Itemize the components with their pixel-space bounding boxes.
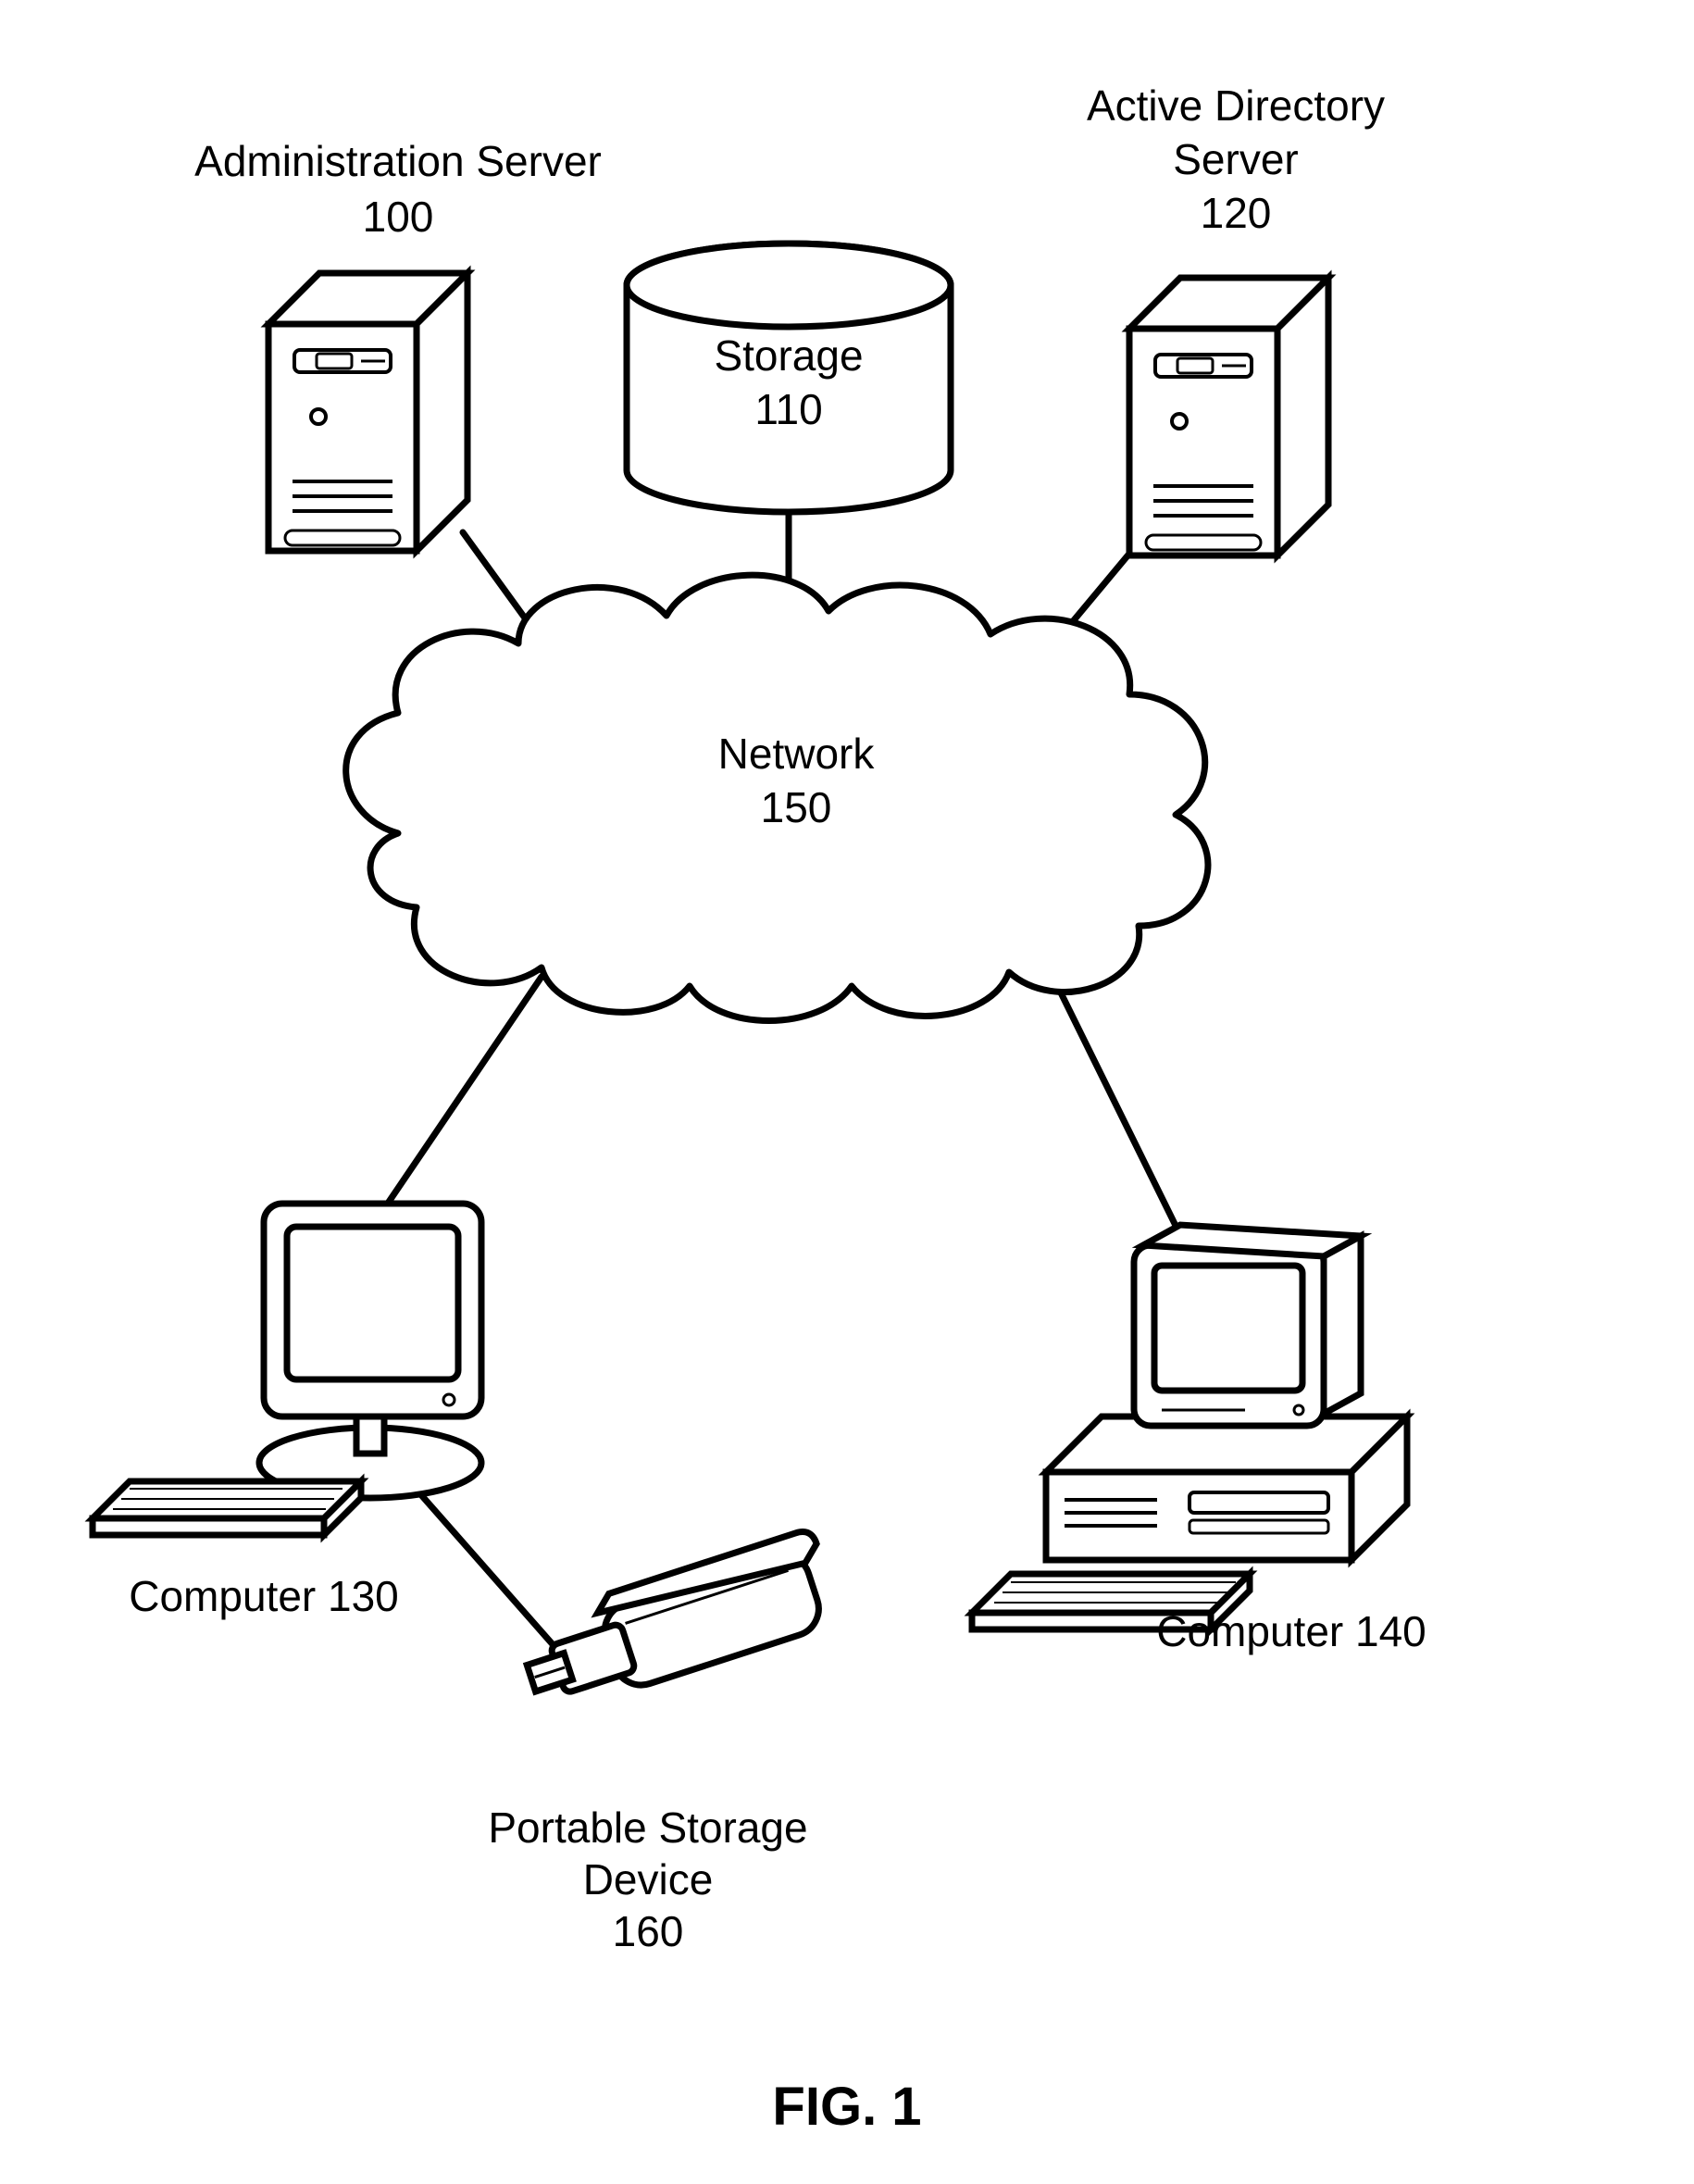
usb-icon [514, 1528, 841, 1717]
ad-server-label: Active Directory [1087, 81, 1385, 130]
figure-caption: FIG. 1 [772, 2077, 921, 2137]
storage-label: Storage [714, 331, 863, 380]
computer-130-label: Computer 130 [129, 1572, 399, 1620]
usb-label: 160 [613, 1907, 684, 1955]
network-label: Network [718, 730, 876, 778]
ad-server-icon [1129, 278, 1328, 555]
ad-server-label: 120 [1201, 189, 1272, 237]
computer-140-icon [972, 1225, 1407, 1629]
storage-label: 110 [754, 385, 822, 433]
computer-140-label: Computer 140 [1156, 1607, 1426, 1655]
usb-label: Device [583, 1855, 714, 1903]
network-label: 150 [761, 783, 832, 831]
usb-label: Portable Storage [488, 1803, 807, 1852]
admin-server-label: Administration Server [194, 137, 602, 185]
ad-server-label: Server [1173, 135, 1298, 183]
computer-130-icon [93, 1204, 481, 1535]
edge [366, 977, 542, 1236]
admin-server-label: 100 [363, 193, 434, 241]
admin-server-icon [268, 273, 467, 551]
